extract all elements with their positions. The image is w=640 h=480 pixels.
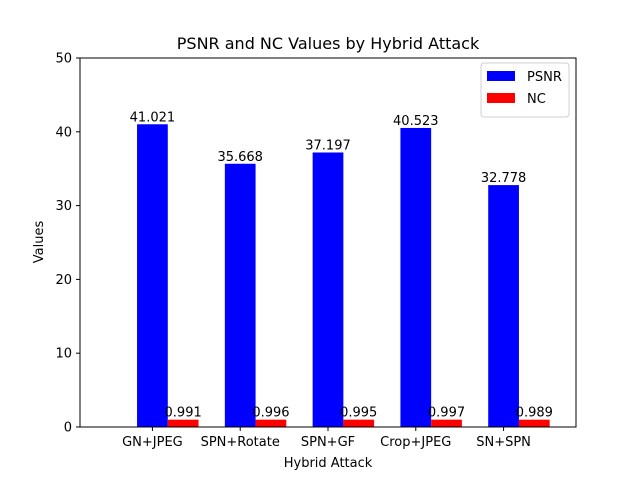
data-label-nc-crop-jpeg: 0.997 [428, 406, 465, 421]
x-tick-label-sn-spn: SN+SPN [476, 435, 531, 450]
bar-psnr-spn-gf [312, 152, 344, 428]
y-axis-title: Values [32, 221, 47, 264]
data-label-nc-gn-jpeg: 0.991 [165, 406, 202, 421]
data-labels-layer: 41.021 35.668 37.197 40.523 32.778 0.991 0.996… [130, 110, 553, 420]
x-tick-label-spn-rotate: SPN+Rotate [201, 435, 280, 450]
data-label-nc-spn-gf: 0.995 [340, 406, 377, 421]
legend: PSNR NC [480, 62, 570, 118]
chart-title: PSNR and NC Values by Hybrid Attack [177, 34, 480, 53]
legend-label-nc: NC [527, 92, 546, 107]
bar-nc-spn-rotate [255, 419, 287, 427]
bar-nc-spn-gf [343, 419, 375, 427]
bar-nc-sn-spn [518, 419, 550, 427]
data-label-nc-spn-rotate: 0.996 [252, 406, 289, 421]
x-tick-label-spn-gf: SPN+GF [301, 435, 355, 450]
y-tick-label: 30 [55, 199, 72, 214]
x-axis: GN+JPEG SPN+Rotate SPN+GF Crop+JPEG SN+SPN [122, 427, 531, 450]
x-tick-label-crop-jpeg: Crop+JPEG [380, 435, 451, 450]
y-tick-label: 40 [55, 125, 72, 140]
bar-psnr-spn-rotate [224, 163, 256, 427]
data-label-psnr-sn-spn: 32.778 [481, 171, 527, 186]
x-axis-title: Hybrid Attack [284, 456, 373, 471]
data-label-psnr-gn-jpeg: 41.021 [130, 110, 176, 125]
bar-psnr-crop-jpeg [400, 127, 432, 427]
y-axis: 0 10 20 30 40 50 [55, 52, 80, 436]
data-label-nc-sn-spn: 0.989 [516, 406, 553, 421]
data-label-psnr-crop-jpeg: 40.523 [393, 114, 439, 129]
data-label-psnr-spn-gf: 37.197 [305, 138, 351, 153]
legend-label-psnr: PSNR [527, 70, 562, 85]
bar-nc-crop-jpeg [431, 419, 462, 427]
legend-swatch-nc [487, 93, 515, 103]
bar-psnr-sn-spn [488, 185, 519, 427]
bar-nc-gn-jpeg [167, 419, 199, 427]
data-label-psnr-spn-rotate: 35.668 [217, 150, 263, 165]
bar-psnr-gn-jpeg [137, 124, 168, 428]
bars-layer [137, 124, 550, 428]
y-tick-label: 20 [55, 273, 72, 288]
legend-swatch-psnr [487, 71, 515, 81]
y-tick-label: 10 [55, 347, 72, 362]
x-tick-label-gn-jpeg: GN+JPEG [122, 435, 183, 450]
y-tick-label: 0 [64, 421, 72, 436]
y-tick-label: 50 [55, 52, 72, 67]
